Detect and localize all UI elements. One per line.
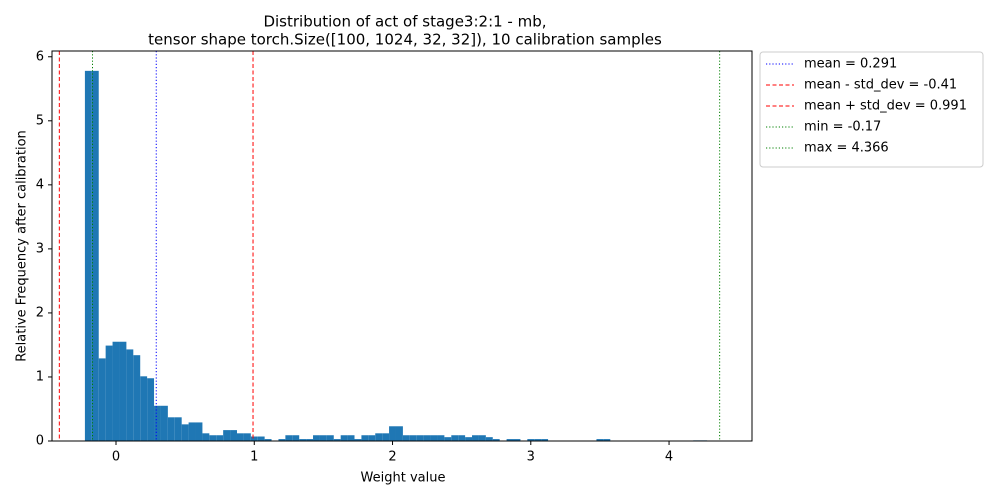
legend-box	[759, 51, 984, 168]
bar	[250, 436, 258, 441]
bar	[596, 439, 604, 441]
bar	[340, 435, 348, 441]
bar	[98, 358, 106, 441]
bar	[326, 435, 334, 441]
bar	[354, 439, 362, 441]
bar	[264, 439, 272, 441]
bar	[444, 437, 452, 441]
bar	[243, 433, 251, 441]
bar	[402, 435, 410, 441]
bar	[292, 435, 300, 441]
bar	[423, 435, 431, 441]
bar	[112, 341, 120, 441]
y-tick-label: 6	[36, 49, 44, 64]
bar	[119, 341, 127, 441]
bar	[485, 437, 493, 441]
bar	[416, 435, 424, 441]
legend-label: mean + std_dev = 0.991	[804, 99, 967, 114]
bar	[472, 435, 479, 441]
bar	[451, 435, 459, 441]
y-tick-label: 3	[36, 241, 44, 256]
bar	[368, 435, 376, 441]
chart-title: Distribution of act of stage3:2:1 - mb,	[263, 13, 546, 31]
bar	[409, 435, 417, 441]
y-axis-label: Relative Frequency after calibration	[15, 130, 30, 362]
bar	[133, 355, 141, 441]
bar	[395, 426, 403, 441]
bar	[382, 433, 390, 441]
bar	[299, 439, 307, 441]
bar	[465, 437, 473, 441]
bar	[313, 435, 320, 441]
bar	[333, 439, 341, 441]
bar	[154, 405, 161, 441]
bar	[209, 435, 217, 441]
bar	[347, 435, 355, 441]
bar	[285, 435, 293, 441]
bar	[492, 439, 500, 441]
bar	[506, 439, 514, 441]
bar	[174, 417, 182, 441]
bar	[167, 417, 175, 441]
legend-label: min = -0.17	[804, 120, 881, 135]
bar	[105, 345, 113, 441]
bar	[603, 439, 611, 441]
x-tick-label: 2	[388, 450, 396, 465]
bar	[160, 405, 168, 441]
plot-frame	[51, 50, 753, 442]
y-tick-label: 0	[36, 434, 44, 449]
bar	[202, 433, 210, 441]
bar	[223, 430, 231, 441]
bar	[84, 70, 92, 441]
bar	[319, 435, 327, 441]
bar	[188, 422, 196, 441]
legend-label: mean = 0.291	[804, 57, 897, 72]
legend-label: mean - std_dev = -0.41	[804, 78, 957, 93]
bar	[230, 430, 237, 441]
bar	[216, 435, 224, 441]
bar	[513, 439, 521, 441]
bar	[437, 435, 445, 441]
bar	[478, 435, 486, 441]
bar	[236, 433, 244, 441]
bar	[91, 70, 99, 441]
x-tick-label: 1	[250, 450, 258, 465]
chart-title: tensor shape torch.Size([100, 1024, 32, …	[148, 31, 662, 49]
bar	[278, 439, 286, 441]
bar	[375, 433, 383, 441]
bar	[389, 426, 396, 441]
y-tick-label: 4	[36, 177, 44, 192]
bar	[195, 422, 203, 441]
bar	[126, 349, 134, 441]
bar	[541, 439, 549, 441]
bar	[140, 376, 148, 441]
x-axis-label: Weight value	[361, 471, 446, 486]
bar	[306, 439, 314, 441]
bar	[257, 436, 265, 441]
x-tick-label: 0	[112, 450, 120, 465]
x-tick-label: 3	[527, 450, 535, 465]
bar	[147, 378, 155, 441]
bar	[534, 439, 542, 441]
y-tick-label: 1	[36, 369, 44, 384]
bar	[181, 424, 189, 441]
x-tick-label: 4	[665, 450, 673, 465]
bar	[361, 435, 369, 441]
bar	[458, 435, 466, 441]
y-tick-label: 2	[36, 305, 44, 320]
bar	[430, 435, 438, 441]
legend-label: max = 4.366	[804, 141, 889, 156]
bar	[527, 439, 535, 441]
y-tick-label: 5	[36, 113, 44, 128]
